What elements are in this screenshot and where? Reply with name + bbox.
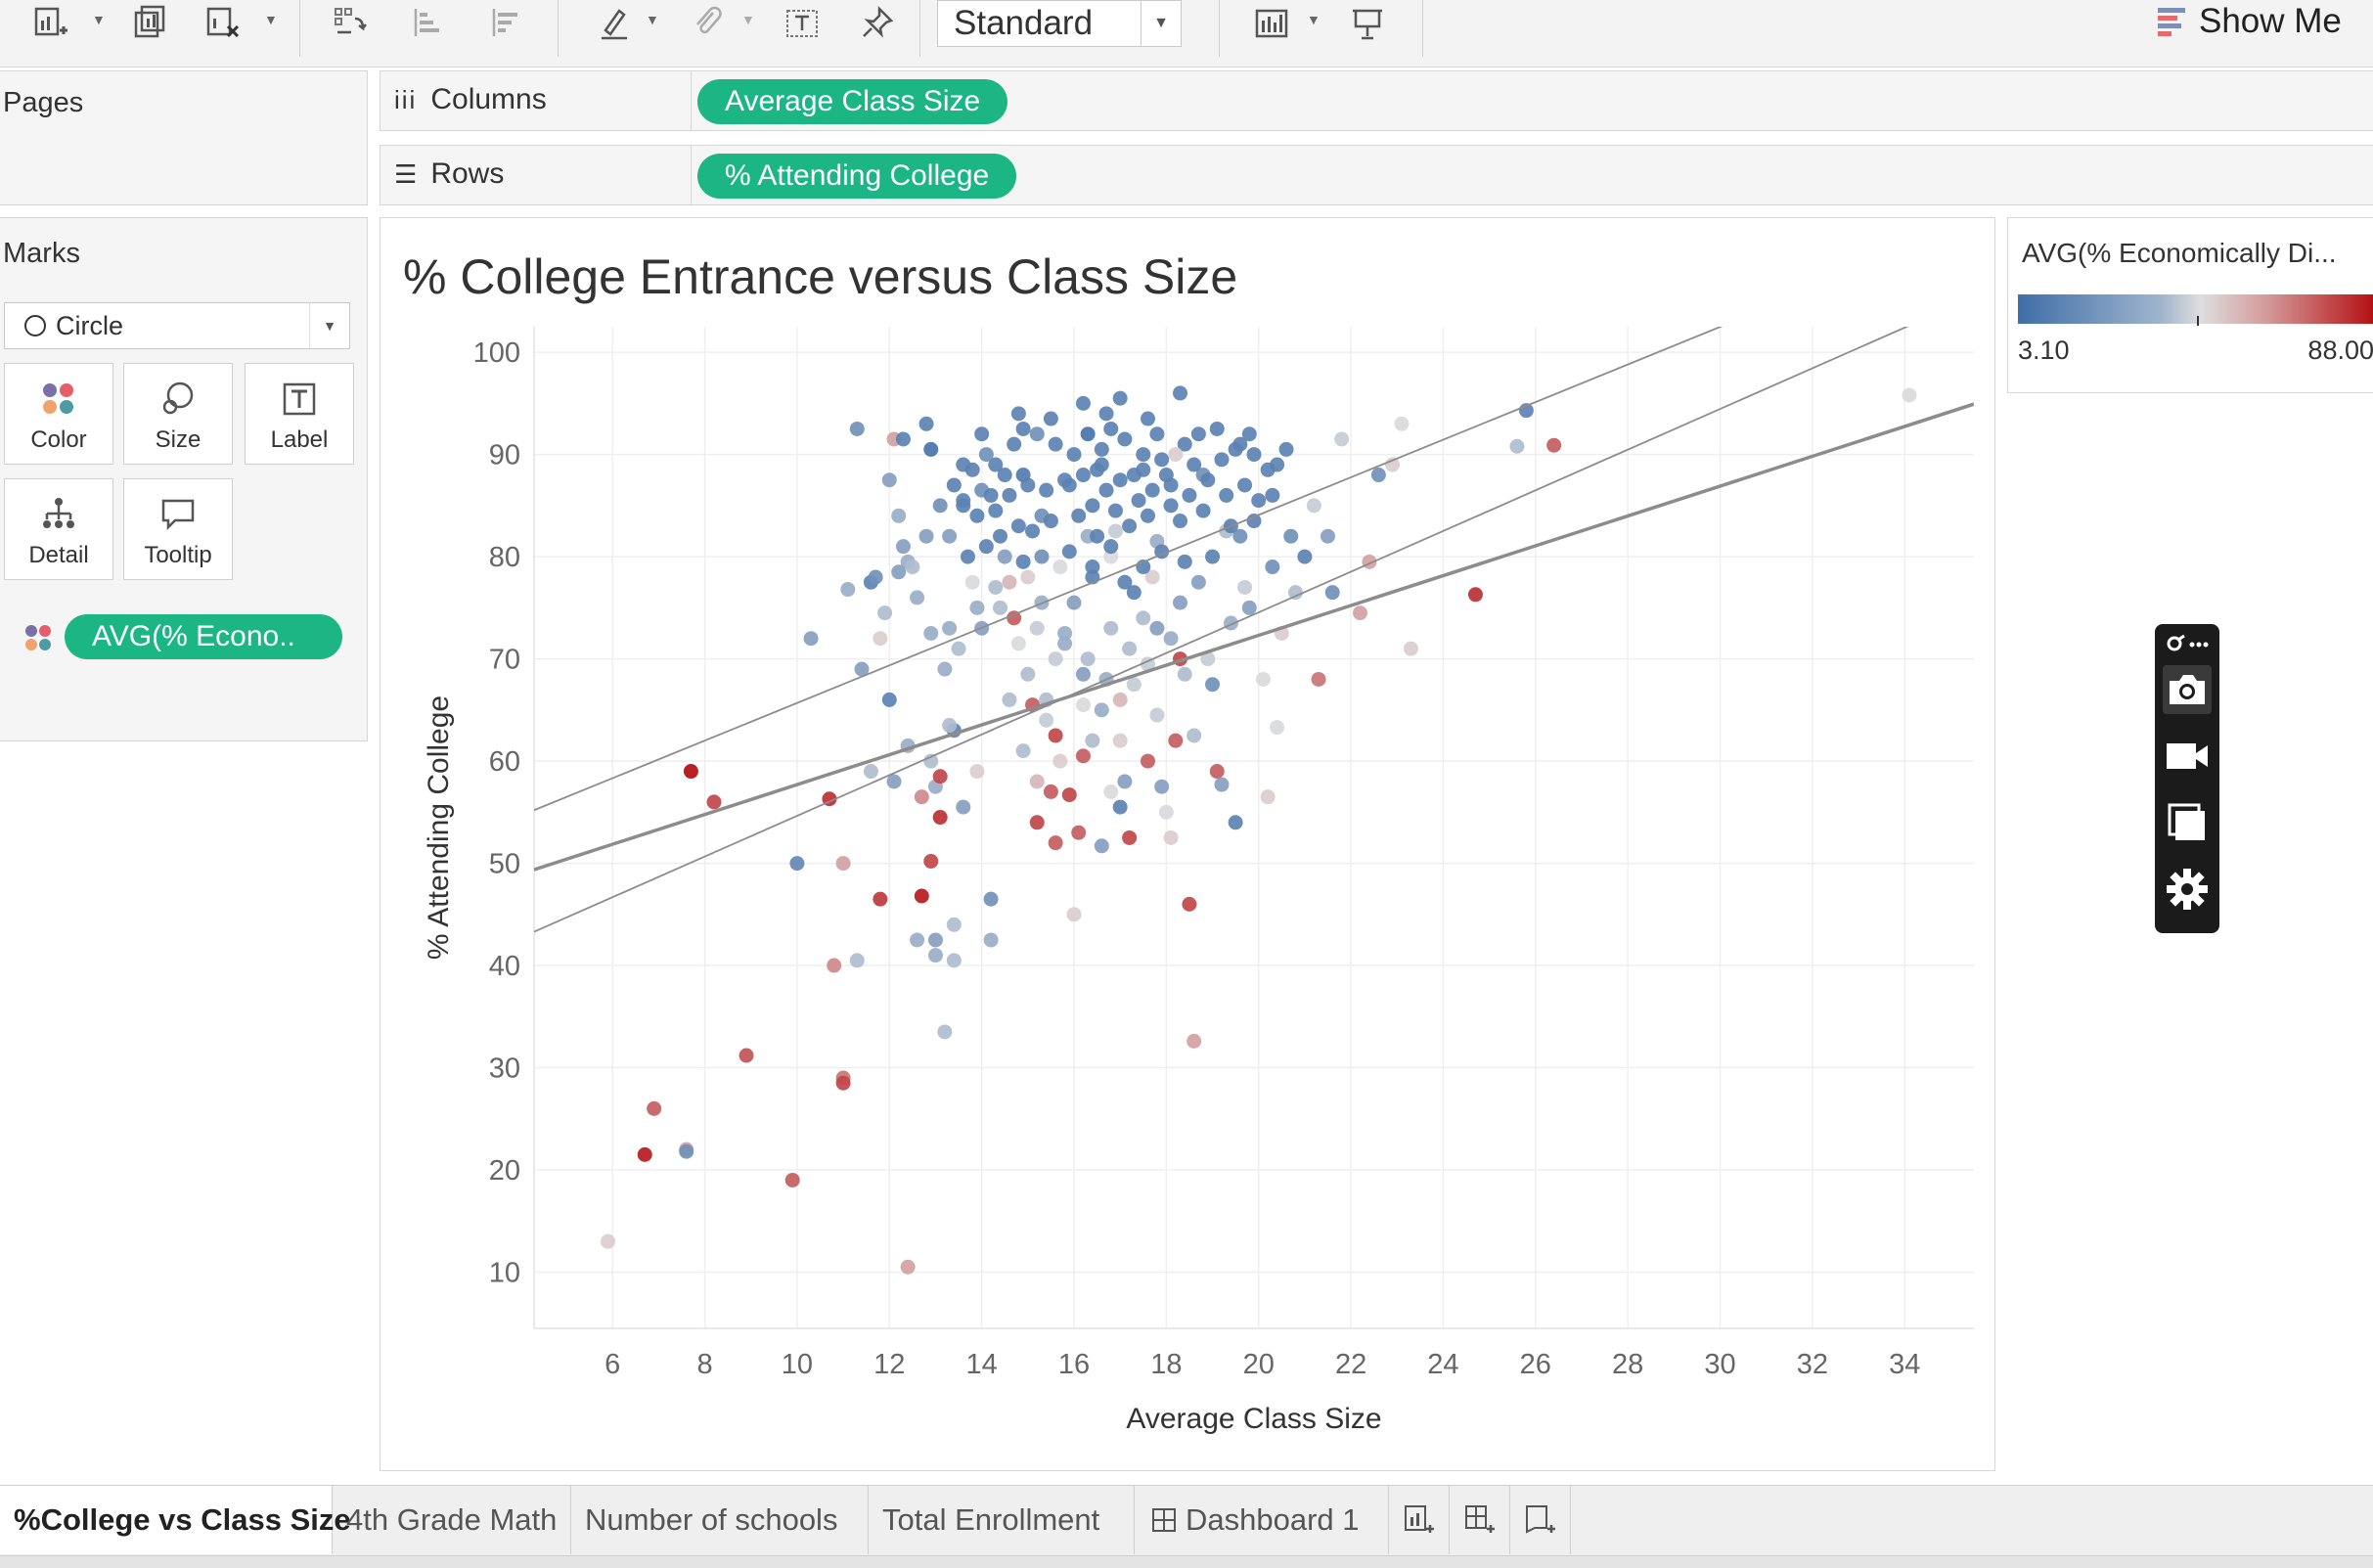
rows-icon: ☰ [394,158,418,189]
rows-label-text: Rows [430,157,505,190]
columns-label: iii Columns [394,83,547,116]
highlight-caret-icon[interactable]: ▼ [646,12,659,27]
color-icon [5,378,112,421]
color-encoding-icon [23,623,55,659]
color-legend[interactable]: AVG(% Economically Di... 3.10 88.00 [2007,217,2373,393]
presentation-icon[interactable] [1346,4,1389,43]
circle-icon [24,315,46,336]
label-icon [246,378,353,421]
legend-title: AVG(% Economically Di... [2022,238,2337,268]
chart-title: % College Entrance versus Class Size [403,249,1238,304]
legend-max: 88.00 [2307,336,2373,365]
color-card[interactable]: Color [4,363,113,465]
label-card[interactable]: Label [245,363,354,465]
sheet-tab-college-vs-class-size[interactable]: %College vs Class Size [0,1486,351,1554]
pages-shelf[interactable]: Pages [0,70,368,205]
rows-pill[interactable]: % Attending College [697,154,1017,199]
show-me-icon [2158,7,2185,36]
chevron-down-icon[interactable]: ▼ [1141,1,1181,46]
size-label: Size [155,426,201,453]
pages-title: Pages [3,87,84,118]
columns-pill[interactable]: Average Class Size [697,79,1008,124]
new-story-tab-icon[interactable] [1510,1486,1571,1554]
new-dashboard-tab-icon[interactable] [1450,1486,1510,1554]
sheet-tab-number-of-schools[interactable]: Number of schools [571,1486,869,1554]
sheet-tabs-bar: %College vs Class Size 4th Grade Math Nu… [0,1485,2373,1568]
columns-shelf[interactable]: iii Columns Average Class Size [380,70,2373,131]
legend-min: 3.10 [2018,336,2070,365]
color-label: Color [30,426,87,453]
mark-type-select[interactable]: Circle ▼ [4,302,350,349]
mark-type-value: Circle [56,310,124,340]
detail-icon [5,493,112,536]
columns-label-text: Columns [430,83,547,115]
video-icon[interactable] [2163,732,2212,781]
duplicate-sheet-icon[interactable] [129,4,172,43]
link-icon[interactable] [2163,628,2212,659]
sheet-tab-total-enrollment[interactable]: Total Enrollment [869,1486,1135,1554]
sort-ascending-icon[interactable] [405,4,448,43]
detail-label: Detail [28,542,89,568]
rows-shelf[interactable]: ☰ Rows % Attending College [380,145,2373,205]
size-icon [124,378,232,421]
dashboard-tab-label: Dashboard 1 [1186,1502,1360,1537]
window-icon[interactable] [2163,798,2212,847]
sheet-tab-dashboard-1[interactable]: Dashboard 1 [1135,1486,1389,1554]
sheet-tab-4th-grade-math[interactable]: 4th Grade Math [333,1486,571,1554]
chart-type-caret-icon[interactable]: ▼ [1307,12,1321,27]
capture-toolbar [2155,624,2219,933]
color-encoding-pill[interactable]: AVG(% Econo.. [65,614,342,659]
chart-type-icon[interactable] [1250,4,1293,43]
camera-icon[interactable] [2163,665,2212,714]
new-worksheet-caret-icon[interactable]: ▼ [92,12,106,27]
columns-icon: iii [394,84,418,114]
chevron-down-icon[interactable]: ▼ [309,303,349,348]
group-icon[interactable] [685,4,728,43]
rows-label: ☰ Rows [394,157,504,191]
legend-color-ramp [2018,294,2373,324]
view-size-select[interactable]: Standard ▼ [937,0,1182,47]
detail-card[interactable]: Detail [4,478,113,580]
tooltip-icon [124,493,232,536]
tooltip-label: Tooltip [144,542,212,568]
show-me-label: Show Me [2199,2,2342,40]
marks-title: Marks [3,238,80,269]
viz-area [380,217,1995,1471]
dashboard-icon [1152,1508,1176,1532]
group-caret-icon[interactable]: ▼ [741,12,755,27]
highlight-icon[interactable] [593,4,636,43]
clear-sheet-caret-icon[interactable]: ▼ [264,12,278,27]
new-worksheet-icon[interactable] [29,4,72,43]
new-worksheet-tab-icon[interactable] [1389,1486,1450,1554]
label-icon[interactable] [781,4,824,43]
gear-icon[interactable] [2163,865,2212,914]
size-card[interactable]: Size [123,363,233,465]
label-label: Label [270,426,329,453]
toolbar: ▼ ▼ ▼ ▼ Standard ▼ ▼ [0,0,2373,67]
legend-midpoint-tick [2197,316,2199,326]
pin-icon[interactable] [857,4,900,43]
sort-descending-icon[interactable] [483,4,526,43]
swap-icon[interactable] [329,4,372,43]
clear-sheet-icon[interactable] [201,4,245,43]
view-size-value: Standard [954,4,1094,42]
show-me-button[interactable]: Show Me [2158,0,2342,43]
status-bar [0,1555,2373,1568]
tooltip-card[interactable]: Tooltip [123,478,233,580]
